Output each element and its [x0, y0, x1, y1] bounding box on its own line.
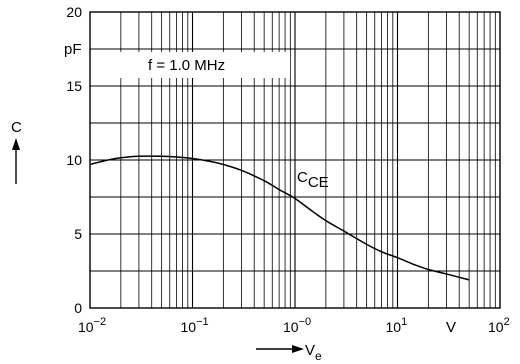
- y-unit-label: pF: [64, 41, 82, 58]
- annotation-box: [118, 52, 290, 78]
- x-tick-label: 101: [386, 316, 408, 335]
- x-tick-base: 10: [386, 319, 402, 335]
- x-tick-label: 10−0: [283, 316, 311, 335]
- x-tick-base: 10: [181, 319, 197, 335]
- x-axis-label: Ve: [305, 342, 322, 363]
- x-tick-base: 10: [283, 319, 299, 335]
- y-axis-label: C: [11, 119, 22, 136]
- y-tick-label: 20: [66, 4, 82, 20]
- frequency-annotation: f = 1.0 MHz: [148, 57, 225, 74]
- y-tick-label: 10: [66, 152, 82, 168]
- series-label-sub: CE: [308, 174, 329, 191]
- x-tick-base: 10: [78, 319, 94, 335]
- x-axis-label-sub: e: [315, 349, 322, 363]
- x-unit-label: V: [446, 319, 456, 336]
- series-line-cce: [89, 155, 470, 281]
- x-axis-label-main: V: [305, 342, 315, 359]
- y-tick-label: 5: [74, 226, 82, 242]
- x-tick-exponent: 1: [401, 316, 407, 328]
- x-axis-arrow: [256, 345, 304, 353]
- x-tick-exponent: −2: [94, 316, 107, 328]
- y-tick-label: 0: [74, 300, 82, 316]
- x-tick-label: 10−1: [181, 316, 209, 335]
- x-tick-label: 102: [488, 316, 510, 335]
- plot-frame: [89, 11, 501, 309]
- x-tick-label: 10−2: [78, 316, 106, 335]
- x-tick-exponent: 2: [504, 316, 510, 328]
- x-tick-labels: 10−2 10−1 10−0 101 102: [78, 316, 510, 335]
- x-tick-exponent: −1: [196, 316, 209, 328]
- y-tick-labels: 0 5 10 15 20: [66, 4, 82, 316]
- x-tick-exponent: −0: [299, 316, 312, 328]
- series-label-cce: CCE: [297, 169, 329, 191]
- y-tick-label: 15: [66, 78, 82, 94]
- y-axis-arrow: [12, 138, 20, 184]
- series-label-main: C: [297, 169, 308, 186]
- x-tick-base: 10: [488, 319, 504, 335]
